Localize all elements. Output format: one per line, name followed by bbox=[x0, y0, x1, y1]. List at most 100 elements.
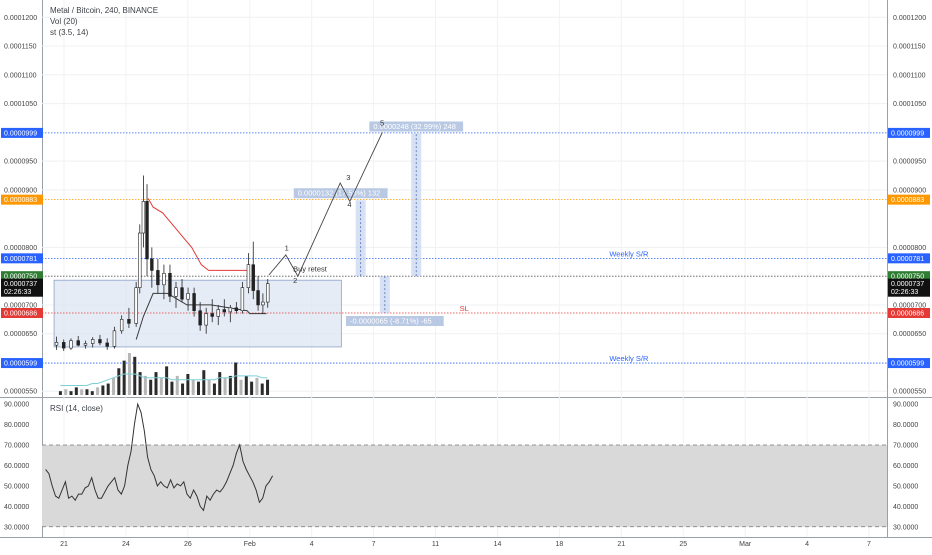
rsi-y-tick-label-left: 90.0000 bbox=[4, 402, 29, 409]
volume-bar bbox=[133, 356, 137, 395]
rsi-line bbox=[45, 402, 274, 512]
price-tag-right: 02:26:33 bbox=[891, 289, 918, 296]
candle-body bbox=[180, 287, 184, 300]
y-tick-label: 0.0001100 bbox=[893, 72, 926, 79]
y-tick-label: 0.0000950 bbox=[893, 159, 926, 166]
volume-bar bbox=[191, 379, 195, 395]
candle-body bbox=[112, 330, 117, 347]
volume-bar bbox=[117, 368, 121, 395]
measure-label-bg bbox=[345, 315, 444, 326]
wave-annotation: 1 bbox=[285, 243, 289, 252]
price-tag-right-bg bbox=[888, 194, 930, 205]
price-tag-right: 0.0000781 bbox=[891, 256, 924, 263]
candle-body bbox=[119, 319, 124, 332]
volume-bar bbox=[218, 372, 222, 395]
price-tag-left: 0.0000750 bbox=[4, 274, 37, 281]
volume-bar bbox=[69, 391, 73, 395]
rsi-y-tick-label: 40.0000 bbox=[893, 504, 918, 511]
candle-body bbox=[156, 270, 160, 286]
volume-bar bbox=[143, 375, 147, 395]
y-tick-label: 0.0000700 bbox=[893, 302, 926, 309]
candle-body bbox=[76, 340, 80, 346]
candle-body bbox=[134, 287, 138, 324]
volume-bar bbox=[196, 381, 200, 395]
volume-bar bbox=[80, 389, 84, 395]
supertrend-lower-line bbox=[135, 292, 267, 340]
volume-bar bbox=[186, 374, 190, 395]
candle-body bbox=[210, 313, 214, 317]
rsi-y-tick-label-left: 70.0000 bbox=[4, 443, 29, 450]
candle-body bbox=[174, 287, 178, 297]
volume-bar bbox=[260, 383, 264, 395]
x-tick-label: 11 bbox=[432, 541, 439, 548]
measure-label: -0.0000065 (-8.71%) -65 bbox=[350, 316, 432, 325]
x-tick-label: 25 bbox=[679, 541, 687, 548]
y-tick-label-left: 0.0001150 bbox=[4, 44, 37, 51]
price-tag-left: 0.0000999 bbox=[4, 130, 37, 137]
volume-bar bbox=[207, 379, 211, 395]
candle-body bbox=[192, 293, 196, 311]
y-tick-label-left: 0.0000800 bbox=[4, 245, 37, 252]
volume-bar bbox=[58, 391, 62, 395]
volume-bar bbox=[234, 362, 238, 395]
chart-title: Metal / Bitcoin, 240, BINANCE bbox=[50, 6, 159, 15]
wave-annotation: Buy retest bbox=[293, 265, 328, 274]
volume-bar bbox=[159, 377, 163, 395]
y-tick-label-left: 0.0001050 bbox=[4, 101, 37, 108]
candle-body bbox=[150, 258, 154, 271]
y-tick-label: 0.0000550 bbox=[893, 389, 926, 396]
price-tag-left: 0.0000781 bbox=[4, 256, 37, 263]
y-tick-label-left: 0.0000650 bbox=[4, 331, 37, 338]
candle-body bbox=[54, 342, 59, 346]
wave-annotation: 4 bbox=[347, 200, 351, 209]
price-tag-right: 0.0000686 bbox=[891, 310, 924, 317]
range-box bbox=[53, 279, 342, 348]
volume-bar bbox=[85, 389, 89, 395]
y-tick-label: 0.0001200 bbox=[893, 15, 926, 22]
volume-bar bbox=[181, 383, 185, 395]
volume-bar bbox=[266, 379, 270, 395]
y-tick-label: 0.0001150 bbox=[893, 44, 926, 51]
measure-range bbox=[411, 133, 422, 277]
wave-annotation: 3 bbox=[346, 173, 350, 182]
volume-bar bbox=[90, 391, 94, 395]
price-tag-right: 0.0000750 bbox=[891, 274, 924, 281]
supertrend-study-label: st (3.5, 14) bbox=[50, 28, 89, 37]
volume-bar bbox=[96, 387, 100, 395]
price-tag-left-bg bbox=[1, 286, 43, 297]
candle-body bbox=[145, 201, 149, 260]
supertrend-upper-line bbox=[147, 198, 250, 271]
measure-label: 0.0000132 (17.58%) 132 bbox=[298, 189, 381, 198]
volume-bar bbox=[244, 375, 248, 395]
volume-bar bbox=[228, 375, 232, 395]
volume-bar bbox=[165, 366, 169, 395]
y-tick-label-left: 0.0000700 bbox=[4, 302, 37, 309]
price-tag-right: 0.0000883 bbox=[891, 197, 924, 204]
price-tag-left-bg bbox=[1, 127, 43, 138]
measure-label-bg bbox=[293, 188, 388, 199]
volume-bar bbox=[175, 375, 179, 395]
price-tag-left-bg bbox=[1, 253, 43, 264]
rsi-y-tick-label-left: 80.0000 bbox=[4, 422, 29, 429]
measure-range bbox=[379, 276, 390, 313]
rsi-y-tick-label: 80.0000 bbox=[893, 422, 918, 429]
price-tag-left-bg bbox=[1, 358, 43, 369]
candle-body bbox=[246, 264, 251, 288]
level-label: SL bbox=[460, 304, 469, 313]
wave-annotation: 2 bbox=[293, 276, 297, 285]
volume-bar bbox=[212, 383, 216, 395]
candle-body bbox=[216, 309, 220, 317]
candle-body bbox=[256, 290, 260, 306]
volume-bar bbox=[255, 377, 259, 395]
candle-body bbox=[98, 339, 102, 344]
volume-bar bbox=[202, 370, 206, 395]
rsi-y-tick-label-left: 40.0000 bbox=[4, 504, 29, 511]
price-tag-left-bg bbox=[1, 271, 43, 282]
y-tick-label-left: 0.0001200 bbox=[4, 15, 37, 22]
candle-body bbox=[240, 287, 245, 311]
price-tag-left-bg bbox=[1, 307, 43, 318]
level-label: Weekly S/R bbox=[609, 249, 649, 258]
x-tick-label: 21 bbox=[60, 541, 68, 548]
y-tick-label: 0.0001050 bbox=[893, 101, 926, 108]
